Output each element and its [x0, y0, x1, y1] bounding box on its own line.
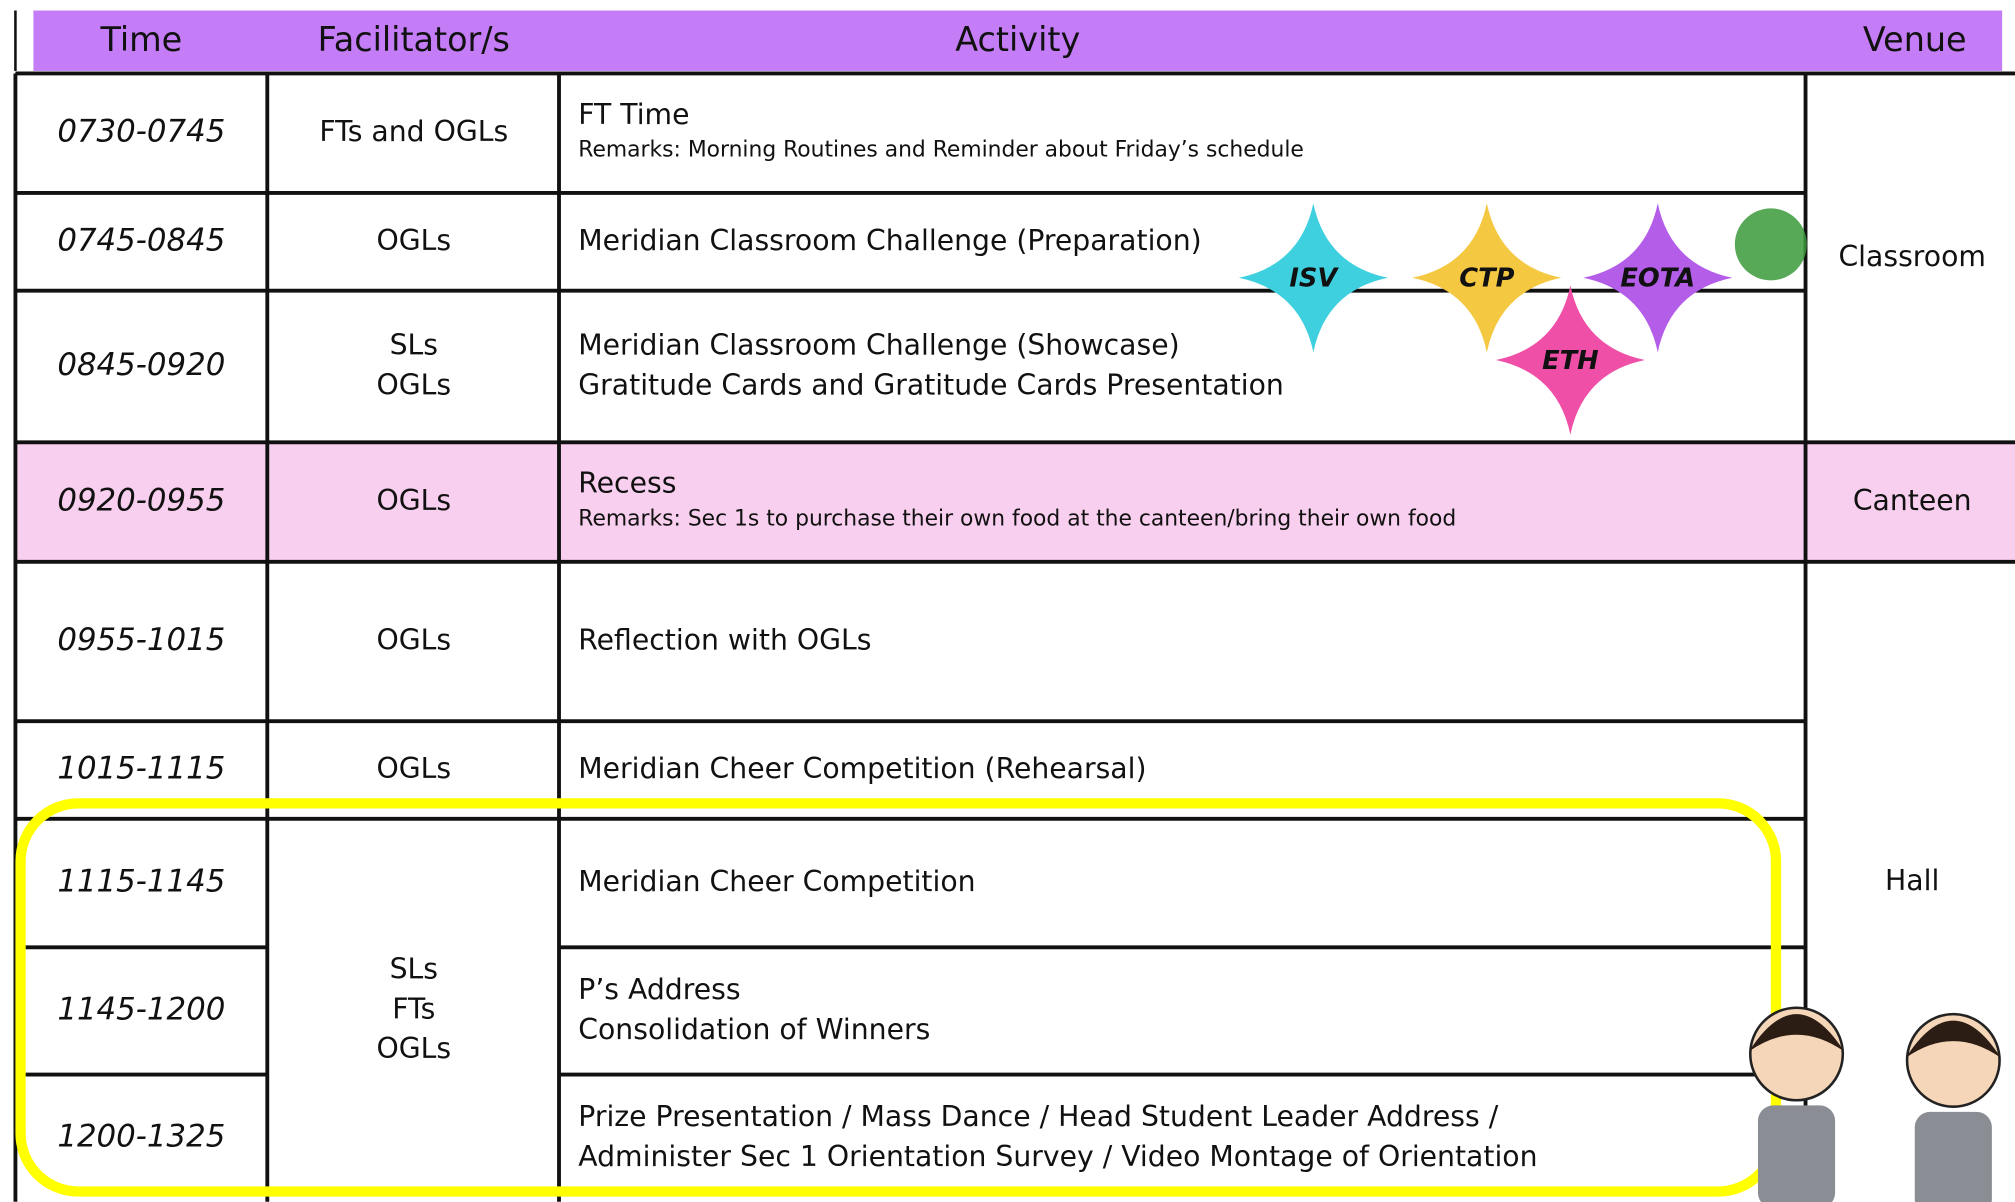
column-header: Activity [955, 20, 1080, 59]
character-body [1757, 1105, 1836, 1202]
facilitator: OGLs [376, 752, 451, 785]
facilitator: OGLs [376, 623, 451, 656]
badge-label: CTP [1459, 264, 1514, 294]
badge-star [1412, 203, 1562, 353]
facilitator: OGLs [376, 484, 451, 517]
activity: Recess [578, 467, 676, 500]
facilitator: OGLs [376, 1032, 451, 1065]
character-hair [1905, 1020, 2001, 1058]
time: 1200-1325 [57, 1119, 225, 1155]
venue: Canteen [1853, 484, 1972, 517]
header-bar [33, 10, 2003, 71]
column-header: Facilitator/s [318, 20, 510, 59]
activity: P’s Address [578, 973, 740, 1006]
facilitator: FTs and OGLs [319, 115, 508, 148]
time: 0745-0845 [57, 222, 225, 258]
activity: FT Time [578, 98, 689, 131]
recycle-icon [1734, 208, 1807, 281]
time: 1145-1200 [57, 991, 225, 1027]
activity: Gratitude Cards and Gratitude Cards Pres… [578, 368, 1284, 401]
activity: Prize Presentation / Mass Dance / Head S… [578, 1100, 1498, 1133]
badge-star [1495, 285, 1645, 435]
badge-label: ISV [1289, 264, 1339, 294]
facilitator: SLs [390, 952, 438, 985]
facilitator: SLs [390, 329, 438, 362]
badge-star [1583, 203, 1733, 353]
time: 0845-0920 [57, 347, 225, 383]
activity: Meridian Classroom Challenge (Preparatio… [578, 224, 1201, 257]
remarks: Remarks: Morning Routines and Reminder a… [578, 138, 1304, 163]
activity: Meridian Cheer Competition (Rehearsal) [578, 752, 1146, 785]
badge-label: EOTA [1620, 264, 1695, 294]
time: 0920-0955 [57, 483, 225, 519]
activity: Consolidation of Winners [578, 1013, 930, 1046]
column-header: Venue [1863, 20, 1967, 59]
time: 1115-1145 [57, 864, 225, 900]
venue: Hall [1885, 864, 1939, 897]
facilitator: OGLs [376, 224, 451, 257]
venue: Classroom [1838, 240, 1985, 273]
row-highlight [15, 442, 2015, 562]
time: 0955-1015 [57, 622, 225, 658]
character-hair [1748, 1014, 1845, 1052]
remarks: Remarks: Sec 1s to purchase their own fo… [578, 506, 1456, 531]
activity: Administer Sec 1 Orientation Survey / Vi… [578, 1140, 1537, 1173]
column-header: Time [99, 20, 182, 59]
badge-label: ETH [1542, 346, 1599, 376]
time: 0730-0745 [57, 114, 225, 150]
time: 1015-1115 [57, 750, 225, 786]
activity: Meridian Classroom Challenge (Showcase) [578, 329, 1179, 362]
highlight-box [15, 798, 1782, 1197]
facilitator: FTs [392, 992, 435, 1025]
activity: Meridian Cheer Competition [578, 865, 975, 898]
character-body [1914, 1111, 1992, 1202]
facilitator: OGLs [376, 368, 451, 401]
activity: Reflection with OGLs [578, 623, 871, 656]
badge-star [1238, 203, 1388, 353]
